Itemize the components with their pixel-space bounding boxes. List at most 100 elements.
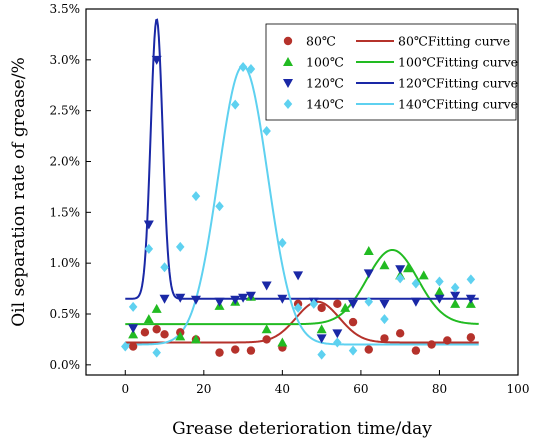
data-point bbox=[262, 335, 271, 344]
data-point bbox=[450, 291, 461, 301]
data-point bbox=[316, 324, 327, 334]
y-tick-label: 2.0% bbox=[50, 155, 81, 169]
x-tick-label: 20 bbox=[196, 382, 211, 396]
y-tick-label: 1.5% bbox=[50, 205, 81, 219]
y-axis-ticks: 0.0% 0.5% 1.0% 1.5% 2.0% 2.5% 3.0% 3.5% bbox=[50, 2, 91, 372]
data-point bbox=[245, 291, 256, 301]
legend-marker bbox=[283, 79, 293, 88]
data-point bbox=[363, 245, 374, 255]
fit-curve-100℃ bbox=[125, 248, 479, 326]
data-point bbox=[128, 329, 139, 339]
data-point bbox=[231, 345, 240, 354]
data-point bbox=[159, 294, 170, 304]
data-point bbox=[230, 295, 241, 305]
data-point bbox=[175, 293, 186, 303]
data-point bbox=[340, 302, 351, 312]
data-point bbox=[434, 286, 445, 296]
data-point bbox=[277, 294, 288, 304]
x-axis-ticks: 0 20 40 60 80 100 bbox=[121, 370, 529, 396]
data-point bbox=[348, 299, 359, 309]
data-point bbox=[143, 314, 154, 324]
legend-marker bbox=[283, 57, 293, 66]
data-point bbox=[246, 63, 256, 74]
data-point bbox=[230, 99, 240, 110]
data-point bbox=[418, 270, 429, 280]
data-point bbox=[238, 61, 248, 72]
data-point bbox=[143, 220, 154, 230]
data-point bbox=[238, 293, 249, 303]
data-point bbox=[380, 334, 389, 343]
data-point bbox=[364, 345, 373, 354]
y-axis-label: Oil separation rate of grease/% bbox=[9, 57, 29, 327]
data-point bbox=[176, 241, 185, 252]
data-point bbox=[317, 303, 326, 313]
legend: 80℃ 80℃Fitting curve 100℃ 100℃Fitting curve… bbox=[265, 23, 518, 121]
x-tick-label: 100 bbox=[507, 382, 530, 396]
x-tick-label: 80 bbox=[432, 382, 447, 396]
data-point bbox=[160, 262, 169, 273]
data-point bbox=[214, 297, 225, 307]
data-point bbox=[277, 337, 288, 347]
data-point bbox=[293, 271, 304, 281]
y-tick-label: 3.5% bbox=[50, 2, 81, 16]
legend-marker bbox=[283, 36, 293, 46]
legend-series-label: 120℃ bbox=[306, 76, 344, 91]
legend-fit-label: 140℃Fitting curve bbox=[398, 97, 518, 112]
legend-fit-label: 100℃Fitting curve bbox=[398, 55, 518, 70]
data-point bbox=[403, 263, 414, 273]
legend-series-label: 140℃ bbox=[306, 97, 344, 112]
data-point bbox=[466, 333, 476, 342]
data-point bbox=[121, 341, 130, 352]
data-point bbox=[309, 298, 319, 309]
data-point bbox=[246, 346, 256, 355]
legend-series-label: 80℃ bbox=[306, 34, 336, 49]
data-point bbox=[332, 329, 343, 339]
data-point bbox=[333, 299, 342, 309]
data-point bbox=[395, 273, 405, 284]
fitting-curves bbox=[125, 18, 479, 346]
data-point bbox=[363, 269, 374, 279]
x-tick-label: 0 bbox=[121, 382, 129, 396]
data-point bbox=[395, 265, 406, 275]
data-point bbox=[215, 201, 224, 212]
data-point bbox=[379, 299, 390, 309]
data-point bbox=[151, 303, 162, 313]
x-tick-label: 40 bbox=[275, 382, 290, 396]
data-point bbox=[215, 348, 224, 357]
data-point bbox=[450, 298, 461, 308]
data-point bbox=[293, 302, 303, 313]
data-point bbox=[190, 334, 201, 344]
legend-marker bbox=[283, 99, 293, 109]
data-point bbox=[434, 294, 445, 304]
data-point bbox=[262, 126, 271, 136]
data-point bbox=[465, 294, 476, 304]
fit-curve-80℃ bbox=[125, 300, 479, 344]
data-point bbox=[380, 314, 389, 325]
data-point bbox=[364, 296, 374, 307]
data-point bbox=[410, 297, 421, 307]
data-point bbox=[395, 329, 405, 338]
data-point bbox=[333, 337, 342, 348]
data-point bbox=[160, 330, 169, 339]
y-tick-label: 3.0% bbox=[50, 53, 81, 67]
data-point bbox=[261, 281, 272, 291]
data-point bbox=[348, 345, 358, 356]
y-tick-label: 0.5% bbox=[50, 307, 81, 321]
data-point bbox=[175, 331, 186, 341]
data-point bbox=[317, 349, 326, 360]
data-point bbox=[191, 191, 201, 202]
data-points bbox=[121, 55, 476, 360]
y-tick-label: 2.5% bbox=[50, 104, 81, 118]
data-point bbox=[435, 276, 444, 287]
data-point bbox=[152, 325, 161, 334]
data-point bbox=[411, 278, 421, 289]
data-point bbox=[450, 282, 460, 293]
data-point bbox=[466, 274, 476, 285]
data-point bbox=[144, 243, 154, 254]
y-tick-label: 0.0% bbox=[50, 358, 81, 372]
data-point bbox=[140, 328, 150, 337]
data-point bbox=[348, 317, 358, 327]
data-point bbox=[151, 55, 162, 65]
data-point bbox=[128, 301, 138, 312]
